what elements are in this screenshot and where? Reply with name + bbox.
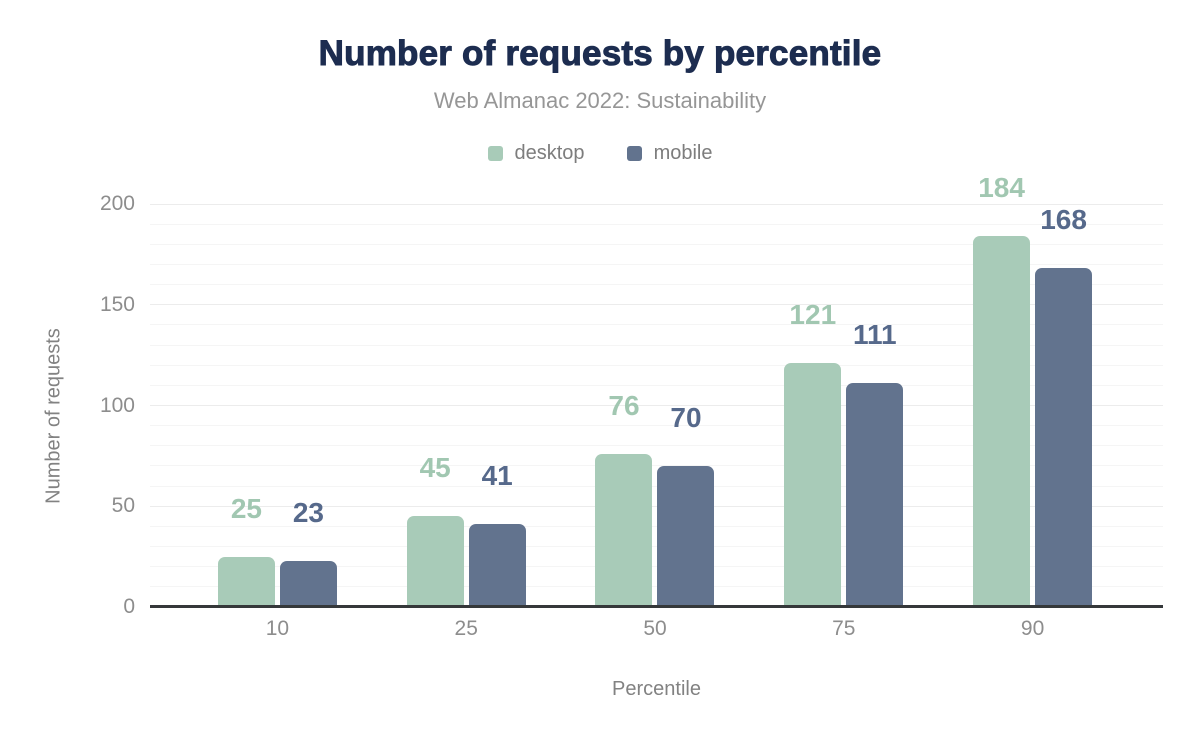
value-label-desktop-p25: 45 [419,452,451,483]
legend: desktop mobile [0,142,1200,165]
legend-label: desktop [514,142,585,164]
x-axis-title: Percentile [612,678,701,700]
legend-item-desktop[interactable]: desktop [487,142,585,165]
legend-swatch-mobile [626,146,642,161]
legend-swatch-desktop [487,146,503,161]
plot-area: 25 23 45 41 76 70 121 111 184 168 [150,174,1163,608]
gridline-minor [150,364,1163,366]
value-label-mobile-p90: 168 [1040,204,1087,235]
gridline-minor [150,223,1163,225]
gridline-minor [150,384,1163,386]
value-label-desktop-p10: 25 [230,493,262,524]
y-tick-label: 0 [123,595,135,618]
bar-desktop-p90 [973,236,1031,607]
bar-column-desktop-10: 25 [217,495,275,607]
value-label-desktop-p90: 184 [978,172,1025,203]
value-label-mobile-p50: 70 [670,402,702,433]
bar-desktop-p50 [595,454,653,607]
gridline-major [150,304,1163,306]
bar-column-desktop-50: 76 [595,392,653,607]
bar-mobile-p75 [846,383,904,607]
gridline-minor [150,243,1163,245]
bar-mobile-p10 [279,561,337,607]
value-label-mobile-p75: 111 [852,319,897,350]
y-tick-label: 200 [99,192,135,215]
gridline-minor [150,445,1163,447]
bar-groups: 25 23 45 41 76 70 121 111 184 168 [150,174,1163,607]
bar-group-50: 76 70 [561,204,750,607]
bar-column-mobile-50: 70 [657,404,715,607]
gridline-minor [150,344,1163,346]
bar-group-75: 121 111 [749,204,938,607]
gridline-minor [150,485,1163,487]
bar-column-mobile-90: 168 [1035,206,1093,607]
gridline-minor [150,284,1163,286]
y-tick-label: 50 [111,494,135,518]
chart-subtitle: Web Almanac 2022: Sustainability [433,88,767,113]
gridline-major [150,505,1163,507]
gridline-minor [150,586,1163,588]
x-tick-label: 50 [643,617,667,640]
gridline-minor [150,324,1163,326]
x-axis-line [150,605,1163,608]
value-label-desktop-p75: 121 [789,299,837,330]
legend-label: mobile [653,142,713,164]
bar-group-25: 45 41 [372,204,561,607]
bar-column-mobile-25: 41 [468,462,526,607]
bar-column-mobile-10: 23 [279,499,337,607]
gridline-minor [150,525,1163,527]
bar-column-desktop-90: 184 [973,174,1031,607]
chart-title: Number of requests by percentile [318,34,882,74]
bar-column-desktop-75: 121 [784,301,842,607]
bar-mobile-p50 [657,466,715,607]
value-label-mobile-p25: 41 [481,460,513,491]
legend-item-mobile[interactable]: mobile [626,142,713,165]
bar-column-mobile-75: 111 [846,321,904,607]
bar-group-10: 25 23 [183,204,372,607]
gridline-major [150,203,1163,205]
gridline-minor [150,566,1163,568]
gridline-minor [150,546,1163,548]
bar-desktop-p75 [784,363,842,607]
gridline-minor [150,263,1163,265]
y-tick-label: 100 [99,393,135,417]
bar-group-90: 184 168 [938,174,1127,607]
gridline-major [150,405,1163,406]
x-tick-label: 90 [1020,617,1045,640]
gridline-minor [150,465,1163,467]
x-tick-label: 75 [832,617,856,640]
bar-mobile-p90 [1035,268,1093,607]
y-tick-label: 150 [99,292,135,316]
bar-desktop-p25 [406,516,464,607]
value-label-desktop-p50: 76 [608,390,640,421]
x-axis-ticks: 10 25 50 75 90 [150,617,1163,641]
gridline-minor [150,425,1163,427]
value-label-mobile-p10: 23 [292,497,324,528]
x-tick-label: 25 [454,617,478,640]
bar-mobile-p25 [468,524,526,607]
bar-desktop-p10 [217,557,275,607]
x-tick-label: 10 [265,617,290,640]
bar-column-desktop-25: 45 [406,454,464,607]
